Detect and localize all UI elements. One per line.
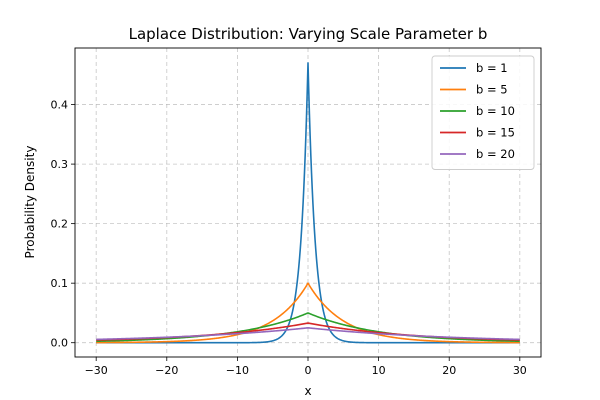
legend-box xyxy=(431,55,535,170)
x-tick-label: −30 xyxy=(85,364,108,377)
legend-label: b = 5 xyxy=(476,83,508,97)
y-tick-label: 0.3 xyxy=(51,158,69,171)
legend-label: b = 15 xyxy=(476,126,515,140)
series-line xyxy=(96,282,520,344)
legend-label: b = 1 xyxy=(476,61,508,75)
x-tick-label: −10 xyxy=(226,364,249,377)
series-lines xyxy=(96,62,520,344)
series-line xyxy=(96,62,520,344)
x-axis-ticks: −30 −20 −10 0 10 20 30 xyxy=(85,357,527,377)
series-line xyxy=(96,327,520,341)
y-axis-ticks: 0.0 0.1 0.2 0.3 0.4 xyxy=(51,99,75,350)
y-tick-label: 0.0 xyxy=(51,337,69,350)
x-tick-label: 10 xyxy=(372,364,386,377)
legend-label: b = 10 xyxy=(476,104,515,118)
y-tick-label: 0.2 xyxy=(51,218,69,231)
y-tick-label: 0.1 xyxy=(51,277,69,290)
x-axis-label: x xyxy=(304,384,311,398)
x-tick-label: 20 xyxy=(442,364,456,377)
y-tick-label: 0.4 xyxy=(51,99,69,112)
x-tick-label: −20 xyxy=(155,364,178,377)
series-line xyxy=(96,312,520,343)
y-axis-label: Probability Density xyxy=(23,146,37,259)
legend-label: b = 20 xyxy=(476,147,515,161)
x-tick-label: 30 xyxy=(513,364,527,377)
chart-title: Laplace Distribution: Varying Scale Para… xyxy=(129,25,488,43)
x-tick-label: 0 xyxy=(305,364,312,377)
legend: b = 1 b = 5 b = 10 b = 15 b = 20 xyxy=(431,55,535,170)
